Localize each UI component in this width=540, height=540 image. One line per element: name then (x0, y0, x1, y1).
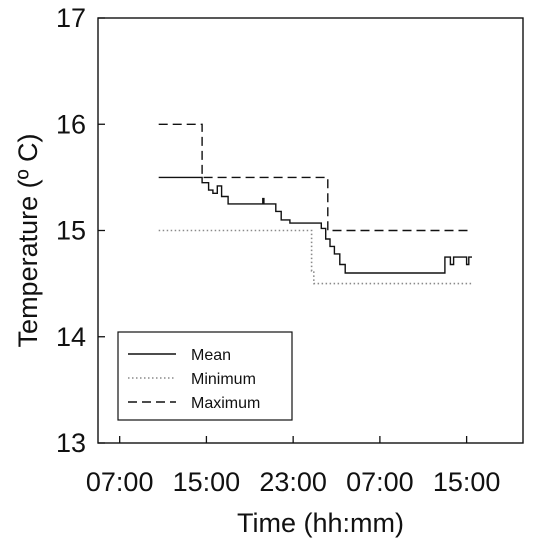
legend-box (117, 331, 293, 421)
y-tick-label: 15 (56, 216, 86, 246)
x-axis-label: Time (hh:mm) (237, 508, 404, 538)
legend-label-mean: Mean (191, 347, 231, 364)
x-tick-label: 15:00 (173, 467, 241, 497)
series-line-mean (158, 176, 472, 274)
legend-label-minimum: Minimum (191, 371, 256, 388)
legend-label-maximum: Maximum (191, 395, 260, 412)
y-tick-label: 16 (56, 109, 86, 139)
x-tick-label: 23:00 (259, 467, 327, 497)
series-line-minimum (158, 229, 472, 285)
legend: Mean Minimum Maximum (117, 331, 293, 421)
y-tick-label: 17 (56, 3, 86, 33)
y-axis-label: Temperature (º C) (13, 134, 43, 348)
y-tick-label: 14 (56, 322, 86, 352)
x-tick-label: 07:00 (346, 467, 414, 497)
plot-frame (97, 17, 524, 444)
series-layer (158, 123, 472, 285)
y-tick-labels: 13 14 15 16 17 (56, 3, 86, 458)
y-tick-label: 13 (56, 428, 86, 458)
x-tick-label: 07:00 (86, 467, 154, 497)
x-tick-label: 15:00 (433, 467, 501, 497)
series-line-maximum (158, 123, 472, 232)
x-tick-labels: 07:00 15:00 23:00 07:00 15:00 (86, 467, 501, 497)
